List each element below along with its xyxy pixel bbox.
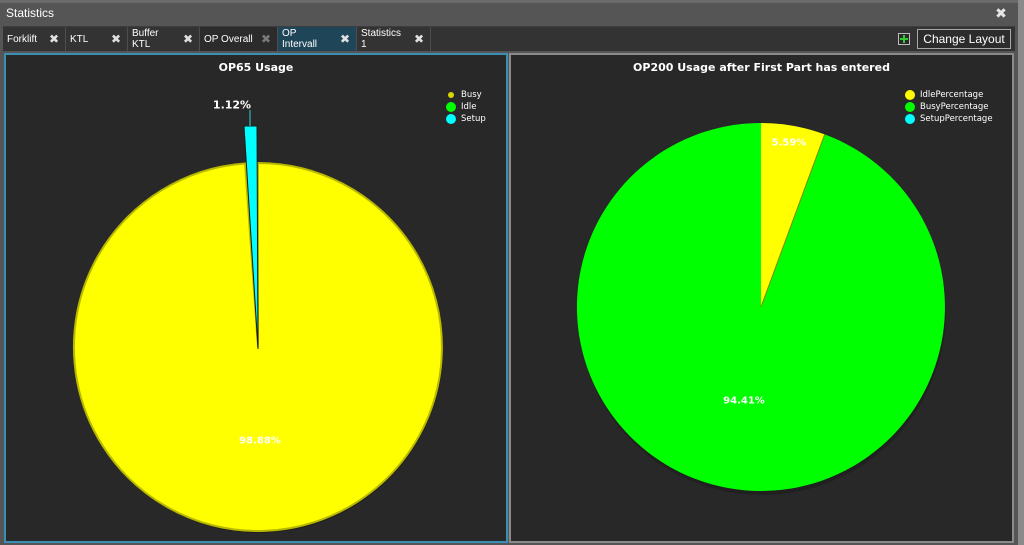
- setup-swatch-icon: [905, 114, 915, 124]
- legend-item-idle-percentage[interactable]: IdlePercentage: [905, 89, 993, 101]
- legend-item-busy[interactable]: Busy: [446, 89, 486, 101]
- chart-panel-op65: OP65 Usage Busy Idle Setup 1.12% 98.88%: [4, 53, 508, 543]
- background-edge: [1018, 0, 1024, 545]
- legend-item-setup-percentage[interactable]: SetupPercentage: [905, 113, 993, 125]
- label-busy-pct: 94.41%: [723, 395, 765, 407]
- statistics-window: Statistics ✖ Forklift ✖ KTL ✖ Buffer KTL…: [0, 3, 1018, 545]
- chart-panel-op200: OP200 Usage after First Part has entered…: [509, 53, 1014, 543]
- close-tab-icon[interactable]: ✖: [182, 32, 193, 46]
- legend-label: BusyPercentage: [920, 102, 989, 112]
- tab-label: Statistics 1: [361, 28, 402, 50]
- legend-label: SetupPercentage: [920, 114, 993, 124]
- change-layout-button[interactable]: Change Layout: [917, 29, 1011, 49]
- close-window-icon[interactable]: ✖: [995, 5, 1007, 21]
- window-title: Statistics: [6, 6, 55, 20]
- legend-item-idle[interactable]: Idle: [446, 101, 486, 113]
- legend-label: IdlePercentage: [920, 90, 984, 100]
- legend-label: Busy: [461, 90, 482, 100]
- tab-label: KTL: [70, 33, 89, 45]
- tab-ktl[interactable]: KTL ✖: [66, 27, 128, 51]
- setup-swatch-icon: [446, 114, 456, 124]
- legend-label: Idle: [461, 102, 477, 112]
- background-strip: [0, 0, 1024, 3]
- tab-buffer-ktl[interactable]: Buffer KTL ✖: [128, 27, 200, 51]
- chart-title: OP65 Usage: [218, 61, 294, 74]
- pie-chart-op200: [576, 123, 946, 495]
- close-tab-icon[interactable]: ✖: [110, 32, 121, 46]
- legend-label: Setup: [461, 114, 486, 124]
- idle-swatch-icon: [446, 102, 456, 112]
- pie-chart-op65: [72, 110, 443, 533]
- tab-label: Buffer KTL: [132, 28, 159, 50]
- label-idle-pct: 5.59%: [771, 137, 807, 149]
- close-tab-icon[interactable]: ✖: [339, 32, 350, 46]
- label-busy-pct: 98.88%: [239, 435, 281, 447]
- idle-swatch-icon: [905, 90, 915, 100]
- legend-item-setup[interactable]: Setup: [446, 113, 486, 125]
- close-tab-icon[interactable]: ✖: [48, 32, 59, 46]
- legend-item-busy-percentage[interactable]: BusyPercentage: [905, 101, 993, 113]
- tab-label: OP Overall: [204, 33, 253, 45]
- close-tab-icon[interactable]: ✖: [260, 32, 271, 46]
- busy-swatch-icon: [905, 102, 915, 112]
- tab-label: OP Intervall: [282, 28, 318, 50]
- chart-legend: Busy Idle Setup: [446, 89, 486, 125]
- tab-statistics-1[interactable]: Statistics 1 ✖: [357, 27, 431, 51]
- chart-legend: IdlePercentage BusyPercentage SetupPerce…: [905, 89, 993, 125]
- tab-op-intervall[interactable]: OP Intervall ✖: [278, 27, 357, 51]
- tab-bar: Forklift ✖ KTL ✖ Buffer KTL ✖ OP Overall…: [3, 26, 1015, 51]
- busy-swatch-icon: [448, 92, 454, 98]
- tab-op-overall[interactable]: OP Overall ✖: [200, 27, 278, 51]
- pie-slice-busy-percentage: [576, 123, 945, 491]
- label-setup-pct: 1.12%: [212, 98, 252, 112]
- pie-slice-idle-percentage: [761, 123, 825, 307]
- add-icon[interactable]: [898, 33, 910, 45]
- chart-title: OP200 Usage after First Part has entered: [633, 61, 890, 74]
- tab-forklift[interactable]: Forklift ✖: [3, 27, 66, 51]
- tab-label: Forklift: [7, 33, 37, 45]
- close-tab-icon[interactable]: ✖: [413, 32, 424, 46]
